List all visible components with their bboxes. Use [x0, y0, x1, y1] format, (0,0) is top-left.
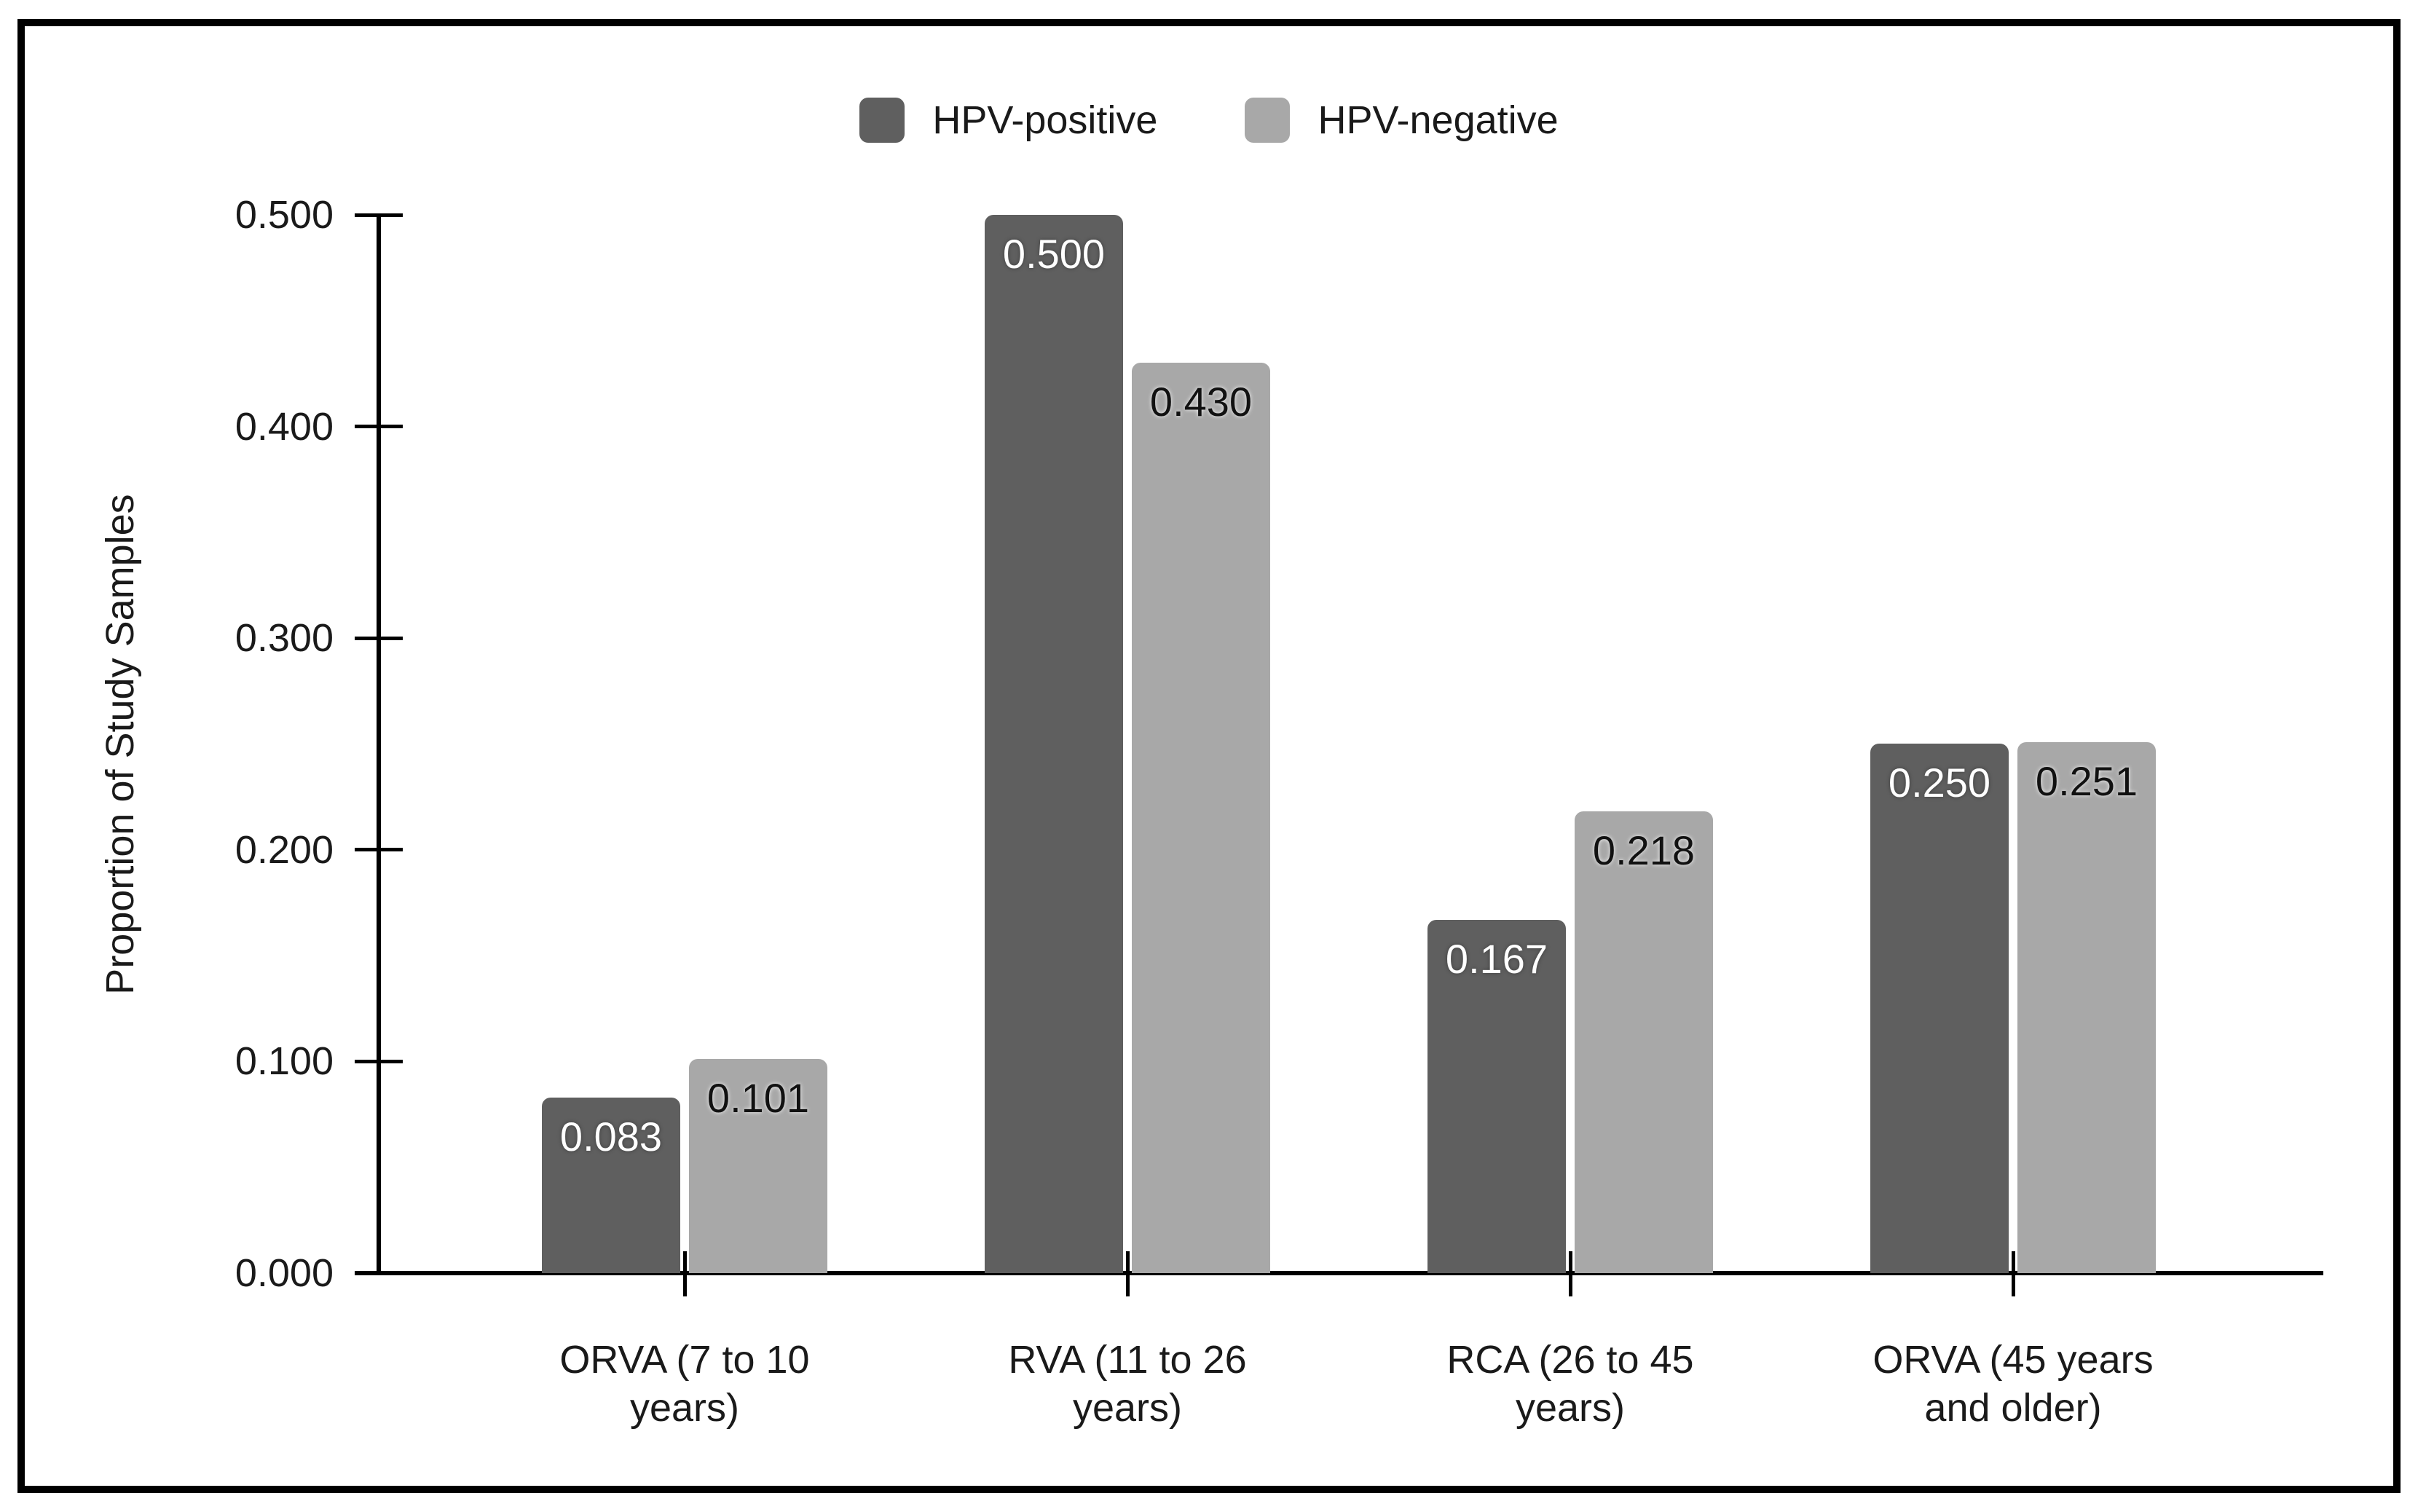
- bar-value-label: 0.250: [1888, 760, 1991, 806]
- bar-value-label: 0.500: [1002, 231, 1106, 277]
- bar-hpv-positive: 0.083: [542, 1098, 680, 1273]
- bar-hpv-negative: 0.251: [2017, 742, 2156, 1273]
- x-axis-tick: [1125, 1251, 1130, 1296]
- bar-value-label: 0.251: [2035, 758, 2138, 804]
- y-axis-tick-label: 0.300: [235, 616, 334, 661]
- y-axis-line: [377, 215, 381, 1275]
- bar-value-label: 0.083: [559, 1114, 663, 1159]
- bar-hpv-negative: 0.101: [689, 1059, 827, 1273]
- legend-swatch-hpv-negative: [1245, 98, 1291, 143]
- chart-frame: HPV-positive HPV-negative Proportion of S…: [17, 19, 2401, 1493]
- bar-value-label: 0.167: [1445, 936, 1548, 982]
- y-axis-tick-label: 0.000: [235, 1251, 334, 1295]
- legend-item: HPV-negative: [1245, 98, 1559, 143]
- bar-hpv-negative: 0.430: [1132, 363, 1270, 1273]
- bar-hpv-positive: 0.250: [1870, 744, 2009, 1273]
- chart-legend: HPV-positive HPV-negative: [25, 98, 2393, 143]
- legend-label: HPV-positive: [932, 98, 1158, 142]
- bar-value-label: 0.430: [1149, 379, 1253, 425]
- y-axis-tick-label: 0.200: [235, 827, 334, 872]
- x-axis-category-label: ORVA (45 years and older): [1872, 1338, 2154, 1430]
- x-axis-tick: [682, 1251, 687, 1296]
- x-axis-category-label: ORVA (7 to 10 years): [559, 1338, 810, 1430]
- bar-hpv-positive: 0.500: [985, 215, 1123, 1273]
- bar-hpv-negative: 0.218: [1575, 811, 1713, 1273]
- bar-value-label: 0.101: [706, 1075, 810, 1121]
- y-axis-title: Proportion of Study Samples: [98, 493, 142, 995]
- y-axis-tick-label: 0.500: [235, 193, 334, 237]
- x-axis-category-label: RVA (11 to 26 years): [1008, 1338, 1247, 1430]
- legend-swatch-hpv-positive: [859, 98, 905, 143]
- legend-label: HPV-negative: [1318, 98, 1559, 142]
- x-axis-tick: [2011, 1251, 2015, 1296]
- legend-item: HPV-positive: [859, 98, 1157, 143]
- bar-hpv-positive: 0.167: [1427, 920, 1566, 1273]
- x-axis-category-label: RCA (26 to 45 years): [1446, 1338, 1694, 1430]
- y-axis-tick-label: 0.400: [235, 404, 334, 449]
- x-axis-tick: [1568, 1251, 1572, 1296]
- y-axis-tick-label: 0.100: [235, 1039, 334, 1084]
- x-axis-line: [355, 1271, 2323, 1275]
- bar-value-label: 0.218: [1592, 827, 1696, 873]
